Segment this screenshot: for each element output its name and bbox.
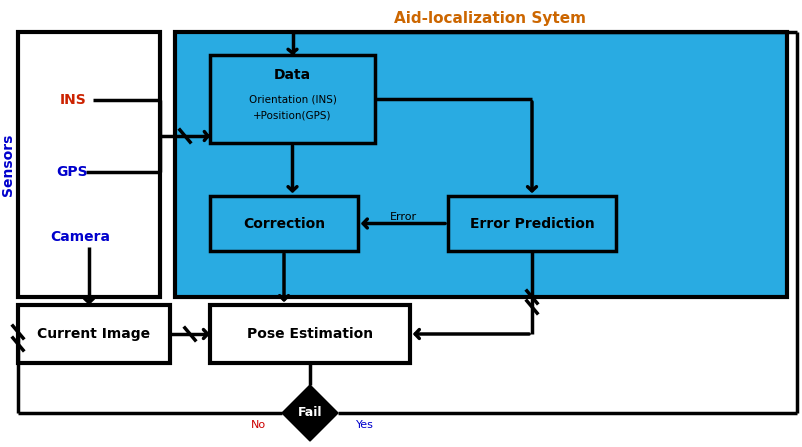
Text: INS: INS [60,93,87,107]
FancyBboxPatch shape [448,196,616,251]
Text: Sensors: Sensors [1,133,15,196]
Text: Error Prediction: Error Prediction [470,216,594,231]
Text: +Position(GPS): +Position(GPS) [253,110,332,120]
Text: Correction: Correction [243,216,325,231]
Text: Orientation (INS): Orientation (INS) [249,94,336,104]
Text: Fail: Fail [298,406,322,419]
Text: Camera: Camera [50,230,110,244]
Polygon shape [282,385,338,441]
Text: Aid-localization Sytem: Aid-localization Sytem [394,10,586,25]
Text: Yes: Yes [356,420,374,430]
Text: No: No [250,420,265,430]
FancyBboxPatch shape [210,305,410,363]
FancyBboxPatch shape [175,32,787,297]
Text: Pose Estimation: Pose Estimation [247,327,373,341]
Text: Data: Data [274,68,311,82]
Text: Error: Error [390,211,416,222]
FancyBboxPatch shape [18,32,160,297]
FancyBboxPatch shape [18,305,170,363]
Text: GPS: GPS [56,165,87,179]
FancyBboxPatch shape [210,55,375,143]
FancyBboxPatch shape [210,196,358,251]
Text: Current Image: Current Image [38,327,151,341]
